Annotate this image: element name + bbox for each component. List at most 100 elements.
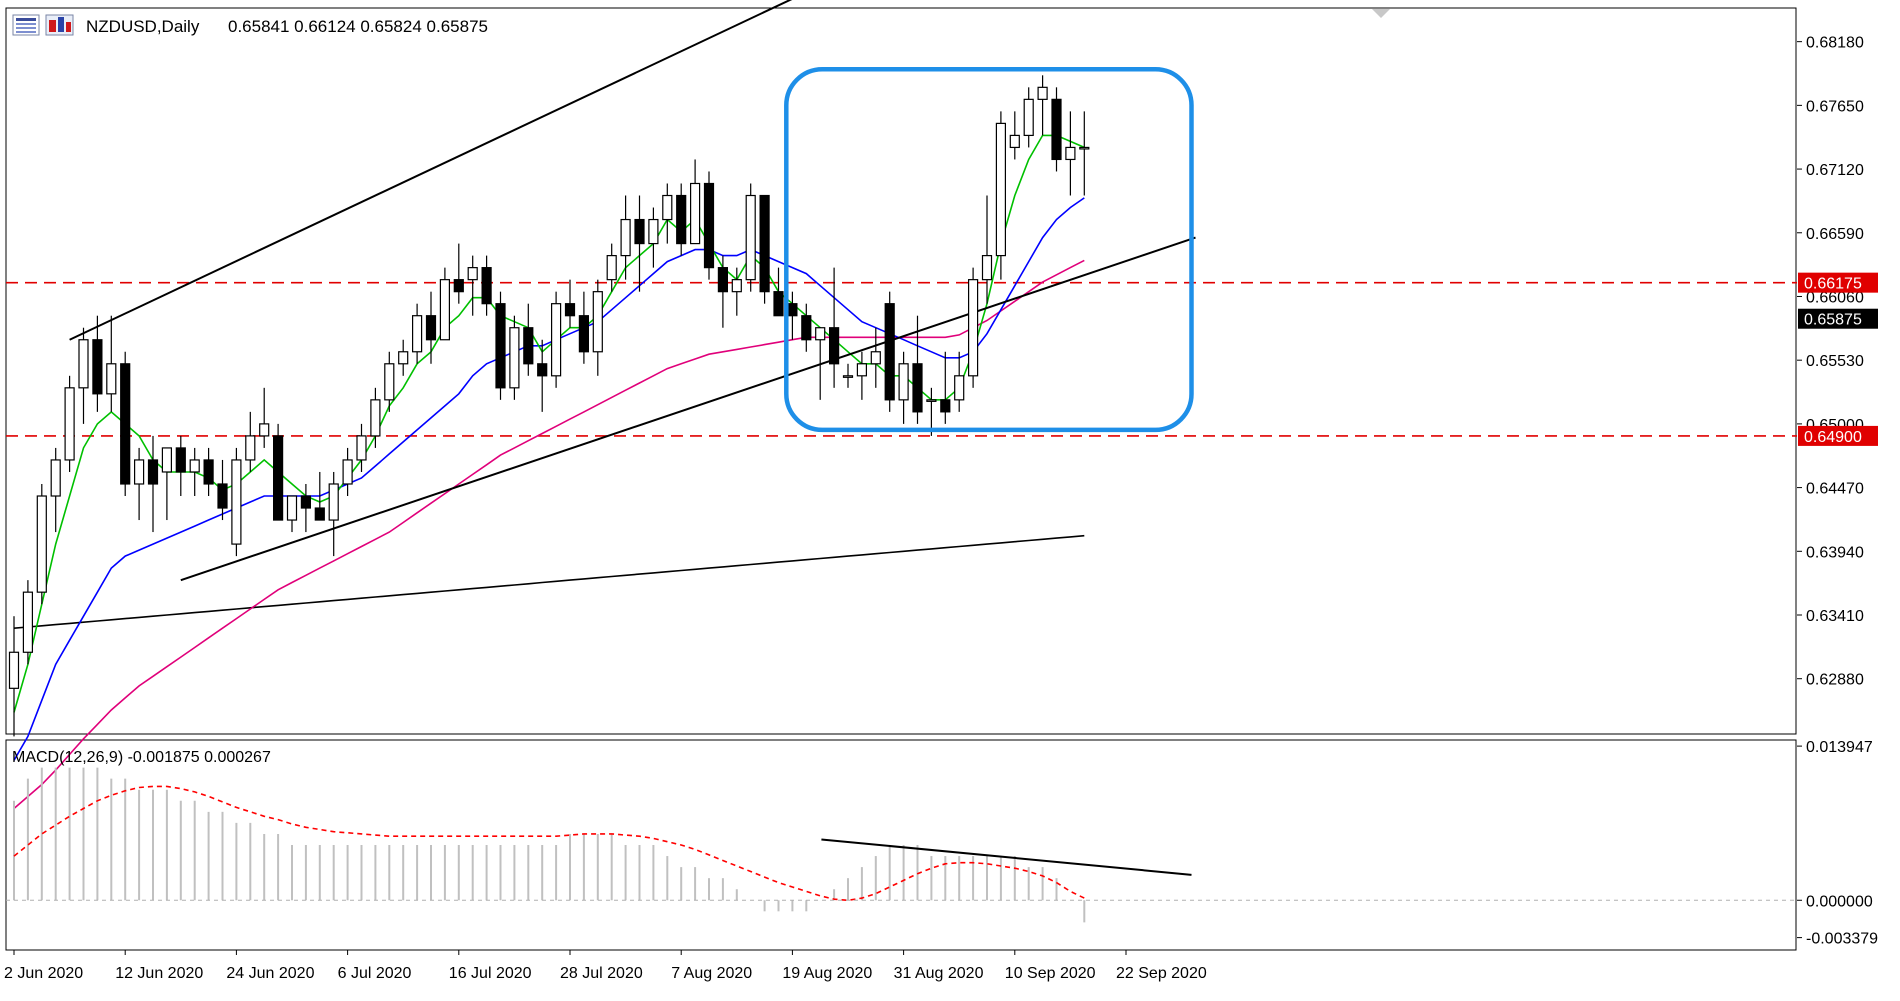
price-tag-label: 0.64900 — [1804, 429, 1862, 446]
candle — [245, 411, 256, 472]
candle — [286, 495, 298, 533]
candle-body — [967, 279, 979, 377]
time-tick-label: 6 Jul 2020 — [338, 965, 412, 982]
candle — [328, 471, 339, 557]
ma-slow-line — [13, 259, 1085, 810]
highlight-box[interactable] — [784, 67, 1194, 433]
candle — [1023, 87, 1034, 148]
macd-tick-label: 0.013947 — [1806, 739, 1873, 756]
candle — [134, 447, 145, 521]
macd-divergence-line[interactable] — [821, 838, 1192, 876]
time-tick-label: 10 Sep 2020 — [1005, 965, 1096, 982]
channel-upper-trendline[interactable] — [69, 0, 987, 341]
candle-body — [815, 327, 826, 341]
candle — [314, 471, 325, 521]
candle-body — [745, 194, 756, 281]
candle-body — [787, 303, 798, 317]
candle — [217, 459, 228, 521]
chart-type-icon[interactable] — [45, 14, 74, 36]
candle-body — [1079, 146, 1090, 150]
time-tick-label: 19 Aug 2020 — [782, 965, 872, 982]
candle-body — [870, 351, 881, 365]
ma-mid-line — [13, 197, 1085, 761]
candle — [745, 183, 756, 292]
candle-body — [1023, 98, 1034, 137]
channel-lower-trendline[interactable] — [180, 236, 1196, 582]
candle-body — [425, 315, 437, 341]
time-tick-label: 22 Sep 2020 — [1116, 965, 1207, 982]
candle-body — [1009, 134, 1020, 149]
candle-body — [509, 327, 520, 389]
price-tag-background — [1798, 425, 1878, 446]
horizontal-levels[interactable] — [6, 281, 1797, 437]
candle-body — [1051, 98, 1062, 161]
candle — [425, 291, 437, 364]
macd-axis: 0.013947 0.000000 -0.003379 — [1797, 739, 1878, 948]
trendlines[interactable] — [69, 0, 1196, 582]
candle-body — [328, 483, 339, 521]
candle — [453, 243, 464, 304]
candle-body — [731, 279, 742, 293]
candle-body — [578, 315, 590, 353]
macd-title: MACD(12,26,9) -0.001875 0.000267 — [12, 749, 271, 766]
chart-symbol-title: NZDUSD,Daily — [86, 17, 200, 36]
chart-shift-marker-icon[interactable] — [1372, 9, 1390, 18]
candle — [828, 267, 840, 388]
candle-body — [995, 122, 1007, 257]
candle-body — [523, 327, 534, 365]
candle — [689, 159, 701, 245]
candle-body — [662, 194, 673, 221]
candle — [815, 327, 826, 400]
candle — [995, 111, 1007, 280]
macd-tick-label: 0.000000 — [1806, 893, 1873, 910]
candle-body — [912, 363, 923, 413]
candle-body — [189, 459, 200, 473]
candle-body — [689, 182, 701, 245]
candle — [676, 183, 687, 256]
price-tags: 0.66175 0.65875 0.64900 — [1798, 272, 1878, 446]
candle-body — [356, 435, 367, 461]
candle — [481, 255, 492, 316]
price-panel-frame — [5, 7, 1797, 735]
candle — [759, 194, 770, 304]
candle-body — [648, 218, 659, 245]
candle-body — [453, 279, 464, 293]
ma-long-line — [13, 534, 1085, 629]
candle-body — [954, 375, 965, 401]
candle — [120, 351, 131, 497]
candle — [92, 315, 103, 412]
candle-body — [592, 291, 603, 353]
candle — [537, 339, 548, 412]
candle — [898, 351, 909, 424]
price-tick-label: 0.65530 — [1806, 353, 1864, 370]
candle — [342, 447, 353, 497]
candle-body — [36, 495, 47, 593]
candle-body — [92, 339, 103, 395]
candle — [954, 351, 965, 412]
candle — [1009, 111, 1020, 160]
candle-body — [314, 507, 325, 521]
candle — [856, 351, 868, 400]
candle-body — [550, 303, 562, 377]
candle — [398, 339, 409, 376]
highlight-rectangle[interactable] — [784, 67, 1194, 433]
candle — [967, 267, 979, 388]
price-tag-background — [1798, 272, 1878, 293]
candle — [912, 315, 923, 424]
price-tag-label: 0.66175 — [1804, 276, 1862, 293]
candle — [940, 351, 951, 424]
time-tick-label: 31 Aug 2020 — [894, 965, 984, 982]
chart-menu-icon[interactable] — [12, 14, 40, 36]
macd-divergence-trendline[interactable] — [821, 838, 1192, 876]
candle-body — [286, 495, 298, 521]
candle-body — [217, 483, 228, 509]
candle — [203, 447, 214, 497]
price-tick-label: 0.63410 — [1806, 608, 1864, 625]
candle-body — [495, 303, 506, 389]
candle-body — [384, 363, 395, 401]
candle — [578, 291, 590, 364]
candle — [564, 279, 576, 328]
candle — [495, 291, 506, 400]
candle — [231, 447, 242, 557]
